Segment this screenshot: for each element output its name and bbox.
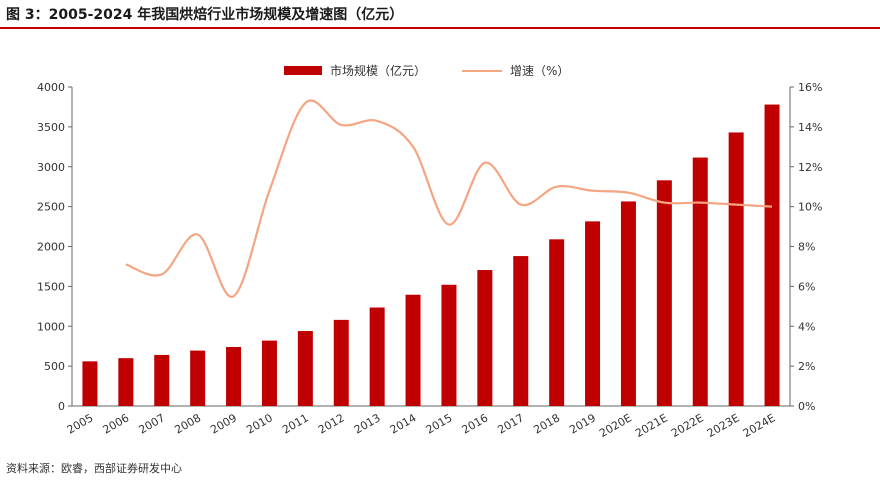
x-tick-label: 2011 <box>280 411 311 436</box>
x-tick-label: 2016 <box>460 411 491 436</box>
bar-2019 <box>585 221 601 406</box>
bar-2009 <box>226 346 242 406</box>
left-tick-label: 1000 <box>37 320 65 333</box>
bar-2021E <box>656 180 672 406</box>
left-tick-label: 2000 <box>37 241 65 254</box>
right-tick-label: 10% <box>798 201 822 214</box>
right-tick-label: 16% <box>798 81 822 94</box>
x-tick-label: 2007 <box>137 411 168 436</box>
bar-2005 <box>82 361 98 406</box>
bar-2013 <box>369 307 385 406</box>
left-tick-label: 500 <box>44 360 65 373</box>
x-tick-label: 2021E <box>633 411 670 440</box>
bar-2008 <box>190 350 206 406</box>
left-tick-label: 0 <box>58 400 65 413</box>
bar-2011 <box>297 331 313 406</box>
left-tick-label: 2500 <box>37 201 65 214</box>
left-tick-label: 4000 <box>37 81 65 94</box>
bar-2012 <box>333 319 349 406</box>
left-tick-label: 3500 <box>37 121 65 134</box>
legend-bar-label: 市场规模（亿元） <box>330 63 426 78</box>
legend-line-label: 增速（%） <box>510 64 569 78</box>
x-tick-label: 2009 <box>208 411 239 436</box>
x-tick-label: 2017 <box>496 411 527 436</box>
x-tick-label: 2019 <box>567 411 598 436</box>
bar-2018 <box>549 239 565 406</box>
right-tick-label: 2% <box>798 360 815 373</box>
right-tick-label: 12% <box>798 161 822 174</box>
x-tick-label: 2013 <box>352 411 383 436</box>
bar-2015 <box>441 284 457 406</box>
bar-2016 <box>477 270 493 406</box>
x-tick-label: 2015 <box>424 411 455 436</box>
x-tick-label: 2014 <box>388 411 419 436</box>
x-tick-label: 2022E <box>669 411 706 440</box>
x-tick-label: 2010 <box>244 411 275 436</box>
bar-2024E <box>764 104 780 407</box>
right-tick-label: 4% <box>798 320 815 333</box>
bar-2006 <box>118 358 134 406</box>
bar-2022E <box>692 157 708 406</box>
bar-2014 <box>405 294 421 406</box>
x-tick-label: 2008 <box>172 411 203 436</box>
left-tick-label: 3000 <box>37 161 65 174</box>
source-note: 资料来源：欧睿，西部证券研发中心 <box>6 462 182 475</box>
x-tick-label: 2012 <box>316 411 347 436</box>
bar-2020E <box>620 201 636 406</box>
bar-2007 <box>154 354 170 406</box>
title-divider <box>0 27 880 29</box>
right-tick-label: 0% <box>798 400 815 413</box>
bar-2023E <box>728 132 744 406</box>
x-tick-label: 2024E <box>741 411 778 440</box>
x-tick-label: 2005 <box>65 411 96 436</box>
x-tick-label: 2006 <box>101 411 132 436</box>
left-tick-label: 1500 <box>37 280 65 293</box>
x-tick-label: 2018 <box>531 411 562 436</box>
right-tick-label: 8% <box>798 241 815 254</box>
growth-rate-line <box>125 99 773 298</box>
x-tick-label: 2023E <box>705 411 742 440</box>
bar-2010 <box>261 340 277 406</box>
bar-2017 <box>513 256 529 406</box>
chart-title: 图 3：2005-2024 年我国烘焙行业市场规模及增速图（亿元） <box>6 7 404 23</box>
legend: 市场规模（亿元） 增速（%） <box>284 63 569 78</box>
x-tick-label: 2020E <box>597 411 634 440</box>
legend-bar-swatch <box>284 66 322 75</box>
right-tick-label: 6% <box>798 280 815 293</box>
right-tick-label: 14% <box>798 121 822 134</box>
